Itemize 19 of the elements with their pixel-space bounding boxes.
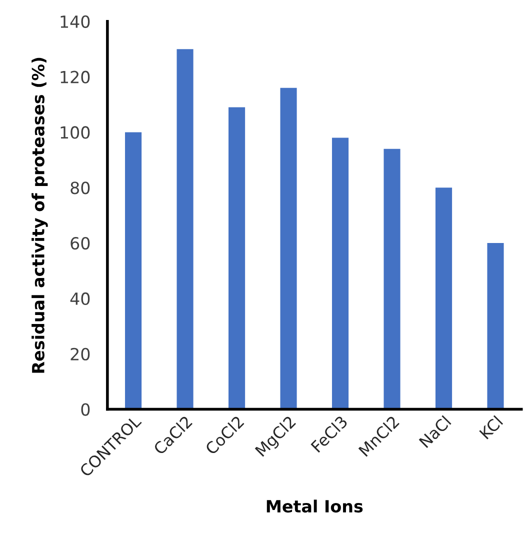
bar: [125, 132, 142, 410]
bar: [487, 243, 504, 410]
y-tick-label: 40: [70, 292, 90, 306]
y-tick-label: 60: [70, 237, 90, 250]
y-tick-label: 100: [60, 126, 90, 139]
bar: [176, 49, 194, 410]
y-tick-label: 140: [60, 15, 90, 28]
y-tick-label: 0: [81, 403, 90, 416]
y-tick-label: 80: [70, 182, 90, 194]
y-tick-label: 120: [60, 70, 90, 84]
bar: [228, 107, 246, 410]
bar: [384, 148, 400, 410]
x-tick-label: KCl: [478, 415, 504, 440]
bar: [280, 88, 297, 410]
bar: [435, 188, 452, 410]
y-tick-label: 20: [70, 348, 90, 360]
y-axis-title: Residual activity of proteases (%): [32, 58, 48, 373]
bar: [332, 138, 349, 410]
x-axis-title: Metal Ions: [266, 500, 363, 513]
